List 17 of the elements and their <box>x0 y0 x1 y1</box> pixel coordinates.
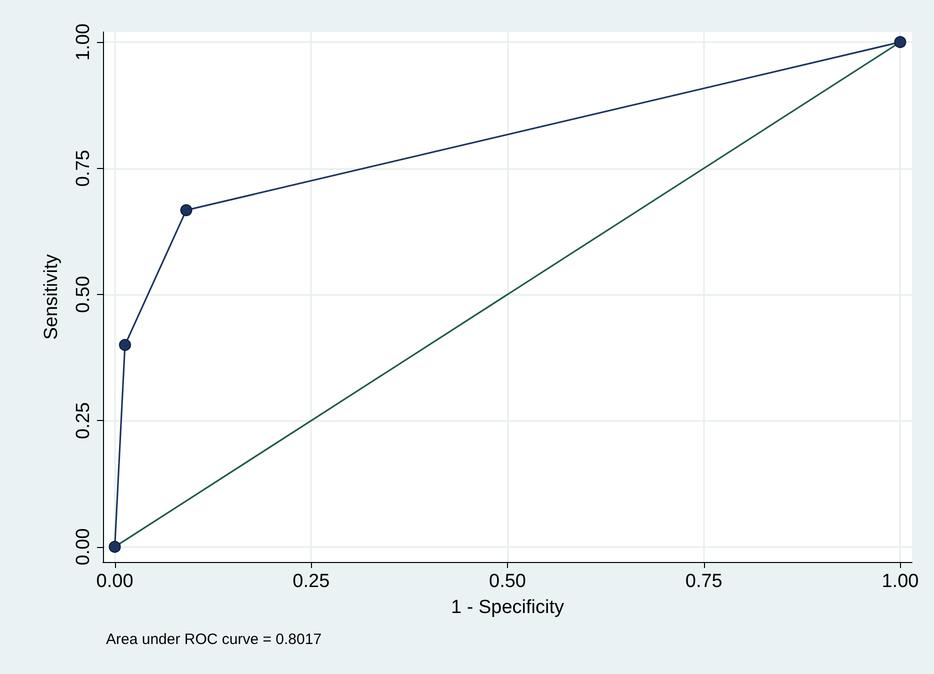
point <box>180 204 192 216</box>
point <box>894 36 906 48</box>
point <box>108 540 121 553</box>
x-axis-title: 1 - Specificity <box>451 597 564 618</box>
x-tick-label: 1.00 <box>882 571 919 592</box>
text: Area under ROC curve = 0.8017 <box>106 631 322 648</box>
x-tick-label: 0.75 <box>685 571 722 592</box>
x-tick-label: 0.50 <box>489 571 526 592</box>
y-tick-label: 0.50 <box>73 276 94 313</box>
y-axis-title: Sensitivity <box>41 254 62 340</box>
y-tick-label: 0.00 <box>73 528 94 566</box>
x-tick-label: 0.00 <box>96 571 134 592</box>
x-tick-label: 0.25 <box>292 571 330 592</box>
y-tick-label: 1.00 <box>73 24 94 61</box>
point <box>119 338 131 351</box>
y-tick-label: 0.25 <box>73 402 94 440</box>
y-tick-label: 0.75 <box>73 150 94 187</box>
